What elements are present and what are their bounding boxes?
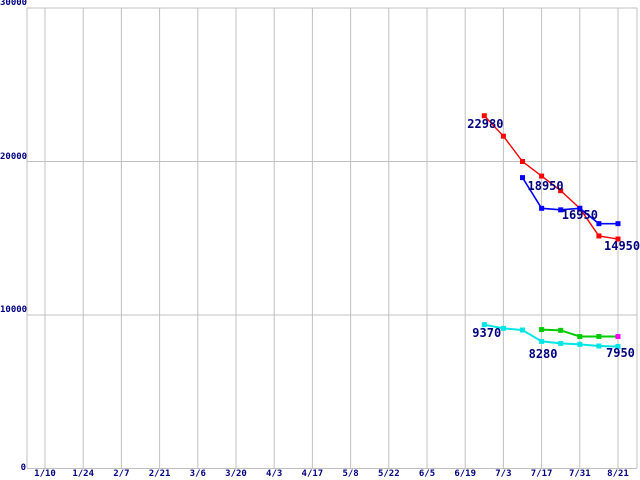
point-label: 22980 <box>467 116 504 131</box>
series-cyan-marker <box>500 325 506 331</box>
series-blue-marker <box>596 221 602 227</box>
series-red-marker <box>615 236 621 242</box>
y-axis-label: 30000 <box>0 0 28 8</box>
series-blue-marker <box>615 221 621 227</box>
x-axis-label: 1/10 <box>34 469 56 479</box>
series-cyan-marker <box>615 343 621 349</box>
series-green-marker <box>596 333 602 339</box>
point-label: 9370 <box>472 325 502 340</box>
point-label: 16950 <box>561 208 598 223</box>
series-red-marker <box>481 113 487 119</box>
x-axis-label: 4/17 <box>301 469 324 479</box>
series-red-marker <box>500 133 506 139</box>
x-axis-label: 4/3 <box>266 469 283 479</box>
x-axis-label: 1/24 <box>72 469 95 479</box>
series-red-marker <box>596 233 602 239</box>
x-axis-label: 6/19 <box>454 469 477 479</box>
x-axis-label: 7/31 <box>568 469 591 479</box>
series-blue-marker <box>558 207 564 213</box>
x-axis-label: 7/3 <box>495 469 512 479</box>
y-axis-label: 10000 <box>0 305 28 315</box>
series-red-line <box>483 115 619 240</box>
x-axis-label: 7/17 <box>530 469 553 479</box>
x-axis-label: 3/6 <box>189 469 206 479</box>
x-axis-label: 3/20 <box>225 469 247 479</box>
series-red-marker <box>539 173 545 179</box>
series-blue-marker <box>539 205 545 211</box>
series-green-marker <box>558 327 564 333</box>
x-axis-label: 2/7 <box>113 469 130 479</box>
series-red-marker <box>558 188 564 194</box>
series-cyan-marker <box>596 343 602 349</box>
series-cyan-marker <box>577 341 583 347</box>
y-axis-label: 0 <box>20 462 26 473</box>
series-green-marker <box>539 327 545 333</box>
series-cyan-marker <box>520 327 525 333</box>
point-label: 7950 <box>606 346 635 361</box>
series-green-marker-last <box>615 333 621 339</box>
point-label: 18950 <box>527 178 564 193</box>
series-blue-marker <box>520 175 525 181</box>
series-cyan-marker <box>539 338 545 344</box>
x-axis-label: 5/22 <box>377 469 400 479</box>
series-red-marker <box>520 159 525 164</box>
x-axis-label: 6/5 <box>418 469 436 479</box>
point-label: 8280 <box>528 347 558 362</box>
series-blue-line <box>521 177 618 225</box>
y-axis-label: 20000 <box>0 151 28 162</box>
series-cyan-marker <box>481 322 487 328</box>
x-axis-label: 5/8 <box>342 469 359 479</box>
point-label: 14950 <box>604 239 640 254</box>
series-cyan-marker <box>558 340 564 346</box>
series-green-marker <box>577 333 583 339</box>
series-cyan-line <box>484 323 619 348</box>
series-blue-marker <box>577 205 583 211</box>
x-axis-label: 2/21 <box>148 469 171 479</box>
x-axis-label: 8/21 <box>607 469 629 479</box>
